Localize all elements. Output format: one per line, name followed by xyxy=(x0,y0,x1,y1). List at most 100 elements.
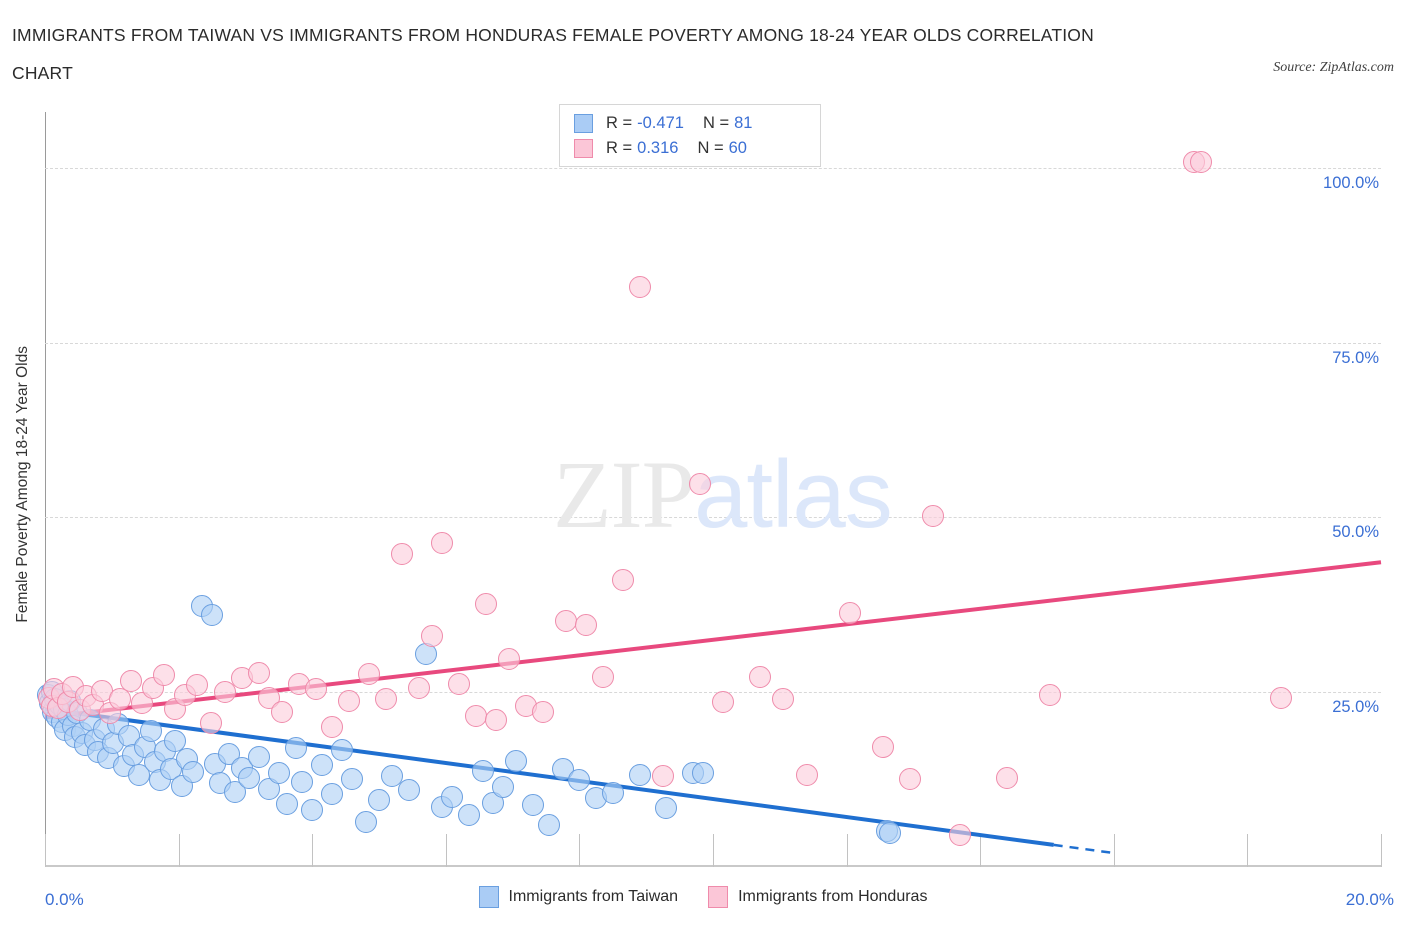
y-axis-title: Female Poverty Among 18-24 Year Olds xyxy=(10,112,36,857)
scatter-point xyxy=(628,275,651,298)
scatter-point xyxy=(354,811,377,834)
scatter-point xyxy=(247,745,270,768)
scatter-point xyxy=(337,689,360,712)
x-axis-tick xyxy=(846,834,848,867)
scatter-point xyxy=(872,735,895,758)
trendline-taiwan-extrapolated xyxy=(1053,843,1114,855)
scatter-point xyxy=(458,804,481,827)
legend-item-taiwan[interactable]: Immigrants from Taiwan xyxy=(478,886,679,908)
x-axis-tick xyxy=(45,834,46,867)
scatter-point xyxy=(201,604,223,627)
x-axis-tick xyxy=(980,834,982,867)
scatter-point xyxy=(301,798,324,821)
x-axis-tick xyxy=(1247,834,1249,867)
gridline xyxy=(45,342,1381,344)
gridline xyxy=(45,692,1381,694)
scatter-point xyxy=(186,674,209,697)
x-axis-min-label: 0.0% xyxy=(45,890,84,909)
scatter-point xyxy=(391,542,414,565)
correlation-legend: R = -0.471 N = 81 R = 0.316 N = 60 xyxy=(559,104,821,167)
scatter-point xyxy=(275,793,298,816)
scatter-point xyxy=(164,730,187,753)
source-label: Source: ZipAtlas.com xyxy=(1273,60,1394,75)
scatter-point xyxy=(1189,151,1212,174)
gridline xyxy=(45,167,1381,169)
x-axis-max-label: 20.0% xyxy=(1345,890,1394,909)
y-axis-tick-label: 25.0% xyxy=(1332,698,1379,717)
scatter-point xyxy=(601,781,624,804)
x-axis-tick xyxy=(178,834,180,867)
scatter-point xyxy=(655,797,678,820)
scatter-point xyxy=(498,647,521,670)
watermark: ZIPatlas xyxy=(553,447,893,543)
taiwan-legend-label: Immigrants from Taiwan xyxy=(508,888,679,905)
honduras-r-label: R = xyxy=(606,139,633,157)
page-title: IMMIGRANTS FROM TAIWAN VS IMMIGRANTS FRO… xyxy=(12,25,1094,83)
honduras-legend-label: Immigrants from Honduras xyxy=(738,888,928,905)
watermark-atlas: atlas xyxy=(694,441,893,548)
honduras-n-label: N = xyxy=(697,139,724,157)
y-axis-tick-label: 75.0% xyxy=(1332,348,1379,367)
scatter-point xyxy=(591,665,614,688)
scatter-point xyxy=(214,681,237,704)
scatter-point xyxy=(995,766,1018,789)
scatter-point xyxy=(628,763,651,786)
scatter-point xyxy=(922,505,945,528)
scatter-point xyxy=(691,762,714,785)
scatter-point xyxy=(304,678,327,701)
scatter-point xyxy=(538,814,561,837)
trendline-honduras xyxy=(44,560,1382,720)
scatter-point xyxy=(374,688,397,711)
taiwan-r-value: -0.471 xyxy=(637,114,684,132)
scatter-point xyxy=(284,737,307,760)
scatter-point xyxy=(568,769,591,792)
scatter-point xyxy=(899,767,922,790)
scatter-point xyxy=(491,776,514,799)
scatter-point xyxy=(772,688,795,711)
scatter-point xyxy=(119,670,142,693)
taiwan-swatch-icon xyxy=(574,114,593,133)
scatter-point xyxy=(267,762,290,785)
gridline xyxy=(45,517,1381,519)
scatter-point xyxy=(471,759,494,782)
scatter-point xyxy=(531,700,554,723)
trendlines xyxy=(44,560,1382,855)
scatter-point xyxy=(321,783,344,806)
scatter-point xyxy=(108,688,131,711)
scatter-point xyxy=(247,661,270,684)
x-axis-tick xyxy=(1113,834,1115,867)
scatter-point xyxy=(795,763,818,786)
y-axis-title-text: Female Poverty Among 18-24 Year Olds xyxy=(14,346,31,623)
scatter-point xyxy=(331,738,354,761)
x-axis-tick xyxy=(713,834,714,867)
scatter-point xyxy=(611,569,634,592)
scatter-point xyxy=(949,823,972,846)
scatter-point xyxy=(408,677,431,700)
scatter-point xyxy=(152,664,175,687)
y-axis-tick-label: 100.0% xyxy=(1323,173,1379,192)
scatter-point xyxy=(1269,686,1292,709)
scatter-point xyxy=(688,472,711,495)
scatter-point xyxy=(441,786,464,809)
scatter-point xyxy=(575,614,598,637)
scatter-point xyxy=(474,593,497,616)
scatter-point xyxy=(712,691,735,714)
legend-row-taiwan: R = -0.471 N = 81 xyxy=(574,111,820,136)
scatter-point xyxy=(551,758,574,781)
scatter-point xyxy=(651,765,674,788)
scatter-point xyxy=(341,767,364,790)
scatter-point xyxy=(484,709,507,732)
y-axis-line xyxy=(45,112,46,867)
scatter-point xyxy=(311,753,334,776)
scatter-point xyxy=(199,711,222,734)
scatter-point xyxy=(139,720,162,743)
scatter-point xyxy=(321,716,344,739)
taiwan-n-value: 81 xyxy=(734,114,753,132)
scatter-point xyxy=(271,700,294,723)
honduras-r-value: 0.316 xyxy=(637,139,679,157)
x-axis-tick xyxy=(1381,834,1382,867)
scatter-point xyxy=(368,788,390,811)
scatter-point xyxy=(879,822,902,845)
legend-row-honduras: R = 0.316 N = 60 xyxy=(574,136,820,161)
legend-item-honduras[interactable]: Immigrants from Honduras xyxy=(708,886,927,908)
